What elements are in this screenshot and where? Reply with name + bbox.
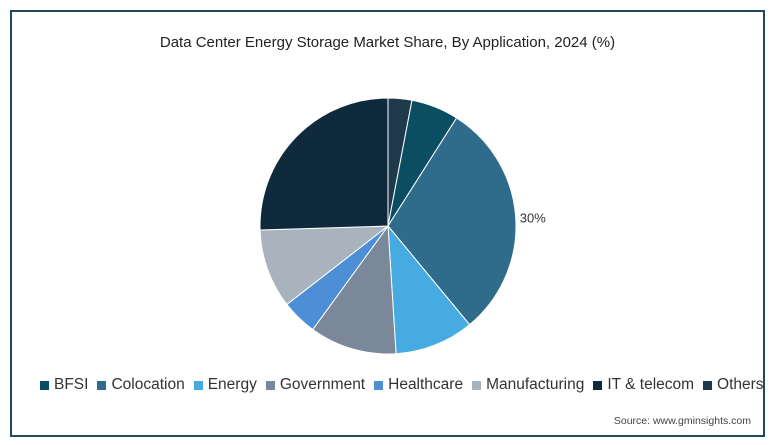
legend-label: BFSI [54,376,89,393]
legend-label: Government [279,376,366,393]
legend-swatch [40,380,49,390]
legend-item-it-and-telecom: IT & telecom [593,376,694,394]
legend-item-bfsi: BFSI [40,376,88,394]
legend-item-manufacturing: Manufacturing [472,376,584,394]
chart-frame: Data Center Energy Storage Market Share,… [10,10,765,437]
pie-slice-manufacturing [259,225,390,306]
pie-slice-colocation [387,117,517,326]
legend-swatch [703,380,713,390]
chart-legend: BFSI Colocation Energy Government Healthcare… [40,376,764,394]
pie-slice-government [312,224,397,355]
legend-item-government: Government [265,376,366,394]
pie-slice-it-and-telecom [259,97,389,231]
legend-label: Colocation [111,376,185,393]
legend-swatch [97,380,107,390]
legend-label: Healthcare [388,376,464,393]
legend-label: Energy [207,376,257,393]
pie-chart: 30% [259,97,546,355]
legend-swatch [593,380,603,390]
legend-swatch [193,380,203,390]
legend-item-healthcare: Healthcare [374,376,463,394]
legend-label: IT & telecom [607,376,695,393]
legend-item-colocation: Colocation [97,376,185,394]
chart-title: Data Center Energy Storage Market Share,… [159,34,616,51]
legend-swatch [374,380,384,390]
source-note: Source: www.gminsights.com [613,415,751,427]
legend-label: Manufacturing [486,376,585,393]
legend-swatch [265,380,275,390]
pie-slice-energy [387,224,471,355]
legend-item-energy: Energy [193,376,257,394]
data-label-colocation: 30% [520,211,546,226]
legend-item-others: Others [703,376,764,394]
legend-label: Others [717,376,764,393]
legend-swatch [472,380,482,390]
